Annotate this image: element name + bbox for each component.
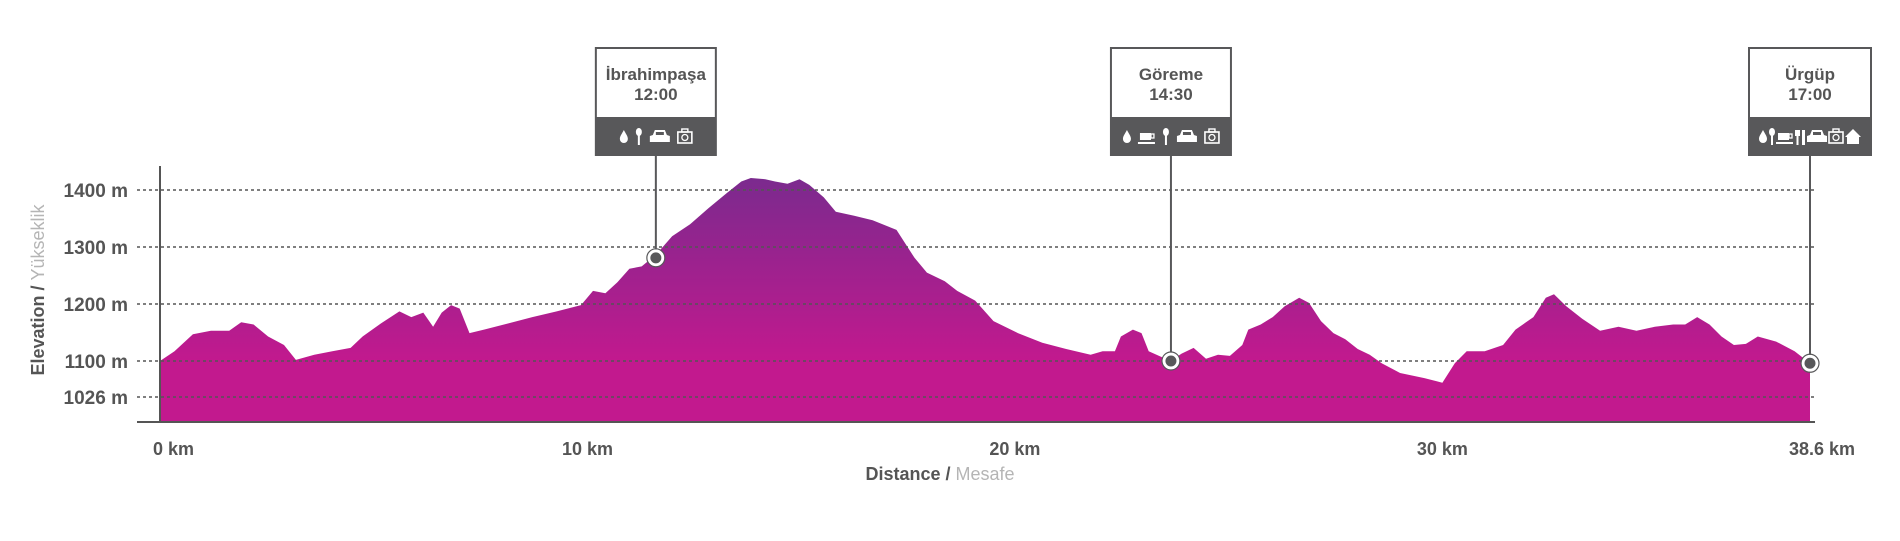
car-body xyxy=(1176,130,1197,142)
waypoint-point xyxy=(1801,354,1819,372)
water-drop-icon xyxy=(619,130,628,143)
y-tick-label: 1400 m xyxy=(64,181,128,202)
x-axis-title: Distance / Mesafe xyxy=(865,464,1014,484)
waypoint-point-ring xyxy=(646,248,666,268)
saucer xyxy=(1776,142,1793,144)
y-tick-label: 1100 m xyxy=(65,352,128,373)
waypoint-amenity-icons xyxy=(619,128,693,145)
spoon-handle xyxy=(637,135,640,145)
waypoint-time: 12:00 xyxy=(634,85,677,104)
spoon-icon xyxy=(635,128,642,145)
waypoint-point-ring xyxy=(1161,351,1181,371)
fork-handle xyxy=(1796,136,1799,145)
spoon-handle xyxy=(1164,135,1167,145)
waypoint-amenities-bar xyxy=(1110,117,1231,155)
car-icon xyxy=(1807,130,1827,142)
car-window xyxy=(655,132,664,135)
house-shape xyxy=(1845,129,1861,144)
first-aid-kit-icon xyxy=(677,128,693,144)
waypoint-amenity-icons xyxy=(1122,128,1220,145)
water-drop-icon xyxy=(1122,130,1131,143)
x-tick-label: 30 km xyxy=(1417,439,1468,459)
y-axis-title-primary: Elevation xyxy=(28,296,48,376)
kit-cross xyxy=(1832,133,1840,142)
y-tick-label: 1200 m xyxy=(64,295,128,316)
kit-handle xyxy=(1208,128,1216,133)
car-icon xyxy=(1176,130,1197,142)
y-tick-label: 1026 m xyxy=(64,388,128,409)
car-body xyxy=(1807,130,1827,142)
waypoint-amenity-icons xyxy=(1759,128,1861,145)
cup xyxy=(1139,133,1151,140)
spoon-icon xyxy=(1769,128,1775,145)
waypoint-point xyxy=(1162,352,1180,370)
cup-handle xyxy=(1788,133,1793,139)
car-window xyxy=(1813,132,1821,135)
x-axis-title-primary: Distance xyxy=(865,464,940,484)
y-axis-title: Elevation / Yükseklik xyxy=(28,203,48,375)
spoon-icon xyxy=(1162,128,1169,145)
coffee-cup-icon xyxy=(1137,133,1155,144)
waypoint-time: 14:30 xyxy=(1149,85,1192,104)
knife xyxy=(1802,130,1805,145)
waypoint-point xyxy=(647,249,665,267)
x-tick-label: 38.6 km xyxy=(1789,439,1855,459)
fork-head xyxy=(1795,130,1800,136)
car-icon xyxy=(649,130,670,142)
cup xyxy=(1778,133,1789,140)
spoon-handle xyxy=(1771,135,1773,145)
cup-handle xyxy=(1150,133,1155,139)
y-axis-title-secondary: Yükseklik xyxy=(28,203,48,280)
waypoint-time: 17:00 xyxy=(1788,85,1831,104)
waypoint-point-ring xyxy=(1800,353,1820,373)
kit-handle xyxy=(1832,128,1840,133)
kit-cross xyxy=(681,133,689,142)
kit-handle xyxy=(681,128,689,133)
car-body xyxy=(649,130,670,142)
elevation-area xyxy=(160,178,1810,422)
spoon-bowl xyxy=(1162,128,1169,136)
waypoint-name: Göreme xyxy=(1139,65,1203,84)
waypoint-name: İbrahimpaşa xyxy=(606,65,707,84)
spoon-bowl xyxy=(1769,128,1775,136)
water-drop-icon xyxy=(1759,130,1767,143)
kit-cross xyxy=(1208,133,1216,142)
fork-knife-icon xyxy=(1795,130,1805,145)
first-aid-kit-icon xyxy=(1204,128,1220,144)
house-icon xyxy=(1845,129,1861,144)
x-axis-title-secondary: Mesafe xyxy=(956,464,1015,484)
saucer xyxy=(1137,142,1155,144)
x-tick-label: 10 km xyxy=(562,439,613,459)
y-axis-title-separator: / xyxy=(28,280,48,295)
x-tick-label: 20 km xyxy=(989,439,1040,459)
x-axis-title-separator: / xyxy=(941,464,956,484)
x-tick-label: 0 km xyxy=(153,439,194,459)
y-tick-label: 1300 m xyxy=(64,238,128,259)
spoon-bowl xyxy=(635,128,642,136)
coffee-cup-icon xyxy=(1776,133,1793,144)
car-window xyxy=(1182,132,1191,135)
first-aid-kit-icon xyxy=(1828,128,1844,144)
waypoint-name: Ürgüp xyxy=(1785,65,1835,84)
